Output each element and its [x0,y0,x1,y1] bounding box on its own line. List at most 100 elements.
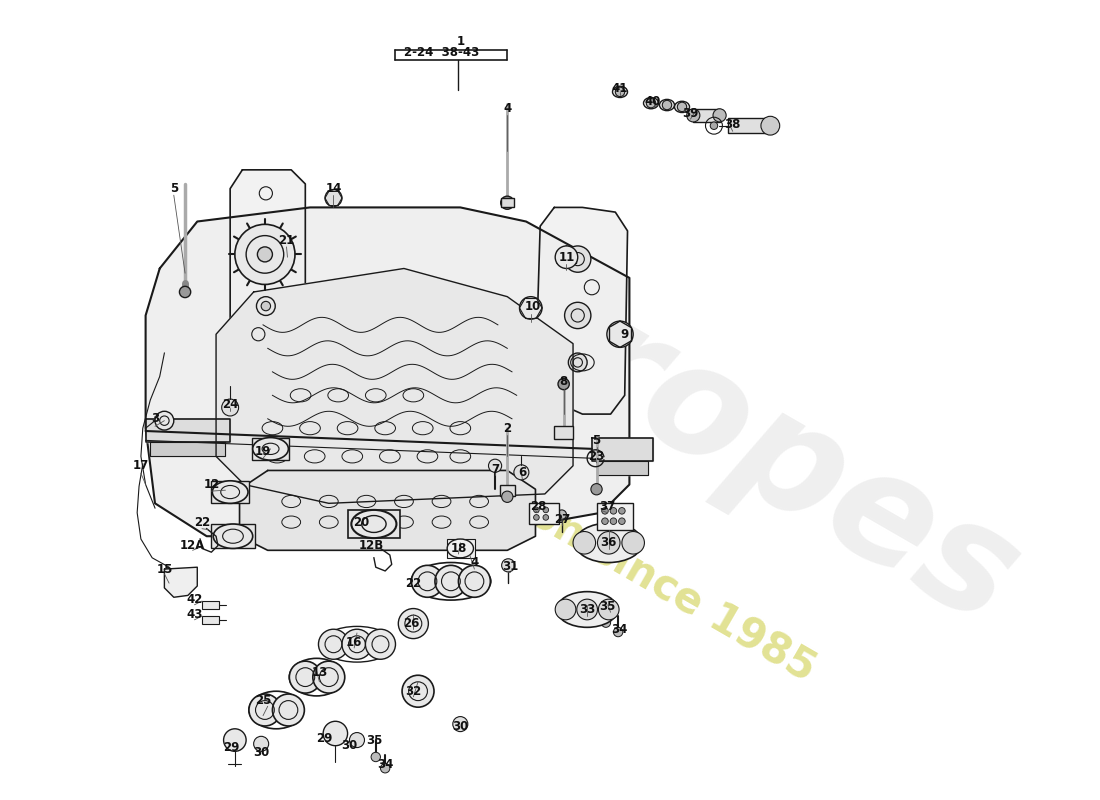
Circle shape [254,736,268,751]
Text: 31: 31 [502,560,518,573]
Circle shape [411,566,443,598]
Circle shape [618,507,625,514]
Text: 12: 12 [204,478,220,491]
Bar [597,503,634,530]
Circle shape [602,618,610,627]
Polygon shape [216,269,573,503]
Text: 42: 42 [186,593,202,606]
Text: europes: europes [365,180,1044,658]
Text: 11: 11 [559,250,574,264]
Polygon shape [240,470,536,550]
Text: 27: 27 [554,513,571,526]
Text: 24: 24 [222,398,239,411]
Text: 4: 4 [471,556,478,569]
Circle shape [222,399,239,416]
Circle shape [434,566,466,598]
Circle shape [289,661,321,693]
Text: 30: 30 [253,746,270,758]
Ellipse shape [448,539,473,558]
Bar [202,601,219,609]
Text: 2-24  38-43: 2-24 38-43 [404,46,480,59]
Circle shape [564,302,591,329]
Circle shape [576,599,597,620]
Circle shape [223,729,246,751]
Circle shape [502,558,515,572]
Polygon shape [145,207,629,536]
Text: 18: 18 [450,542,466,555]
Circle shape [534,507,539,513]
Text: 35: 35 [600,600,616,613]
Circle shape [678,102,686,112]
Circle shape [257,247,273,262]
Bar [348,510,400,538]
Bar [728,118,770,134]
Ellipse shape [213,524,253,549]
Text: 26: 26 [404,617,419,630]
Ellipse shape [674,102,690,113]
Text: 41: 41 [612,82,628,94]
Circle shape [273,694,305,726]
Text: 12B: 12B [359,539,384,552]
Polygon shape [536,207,627,414]
Text: 28: 28 [530,500,547,513]
Bar [529,503,559,524]
Text: 13: 13 [311,666,328,679]
Circle shape [610,518,617,525]
Text: 6: 6 [518,466,527,479]
Ellipse shape [212,481,248,503]
Circle shape [602,518,608,525]
Text: 17: 17 [133,459,148,472]
Circle shape [502,491,513,502]
Text: 38: 38 [725,118,741,131]
Text: 5: 5 [593,434,601,447]
Text: 23: 23 [588,450,605,463]
Circle shape [597,531,620,554]
Circle shape [534,514,539,520]
Circle shape [543,507,549,513]
Circle shape [618,518,625,525]
Text: 1: 1 [456,34,464,48]
Bar [499,485,515,496]
Text: 22: 22 [194,516,210,529]
Circle shape [713,109,726,122]
Circle shape [235,224,295,285]
Circle shape [324,190,342,206]
Circle shape [615,87,625,97]
Polygon shape [145,418,230,442]
Text: 34: 34 [610,622,627,636]
Circle shape [602,507,608,514]
Text: 10: 10 [525,299,541,313]
Circle shape [598,599,619,620]
Bar [554,426,573,439]
Circle shape [500,196,514,210]
Text: 32: 32 [405,685,421,698]
Circle shape [573,531,595,554]
Circle shape [543,514,549,520]
Text: 20: 20 [353,516,370,529]
Circle shape [261,302,271,310]
Text: 22: 22 [405,577,421,590]
Ellipse shape [644,98,659,109]
Text: 30: 30 [341,739,358,752]
Circle shape [350,733,364,747]
Circle shape [662,100,672,110]
Circle shape [323,722,348,746]
Polygon shape [596,461,648,475]
Circle shape [564,246,591,272]
Text: 5: 5 [169,182,178,195]
Circle shape [761,116,780,135]
Circle shape [607,321,634,347]
Polygon shape [230,170,306,362]
Text: 39: 39 [682,107,698,120]
Circle shape [312,661,344,693]
Circle shape [381,763,389,773]
Circle shape [647,98,656,108]
Text: 4: 4 [503,102,512,115]
Text: a passion since 1985: a passion since 1985 [379,410,823,690]
Text: 7: 7 [491,463,499,476]
Text: 2: 2 [503,422,512,434]
Circle shape [519,297,542,319]
Bar [211,481,249,503]
Text: 36: 36 [601,536,617,550]
Bar [500,198,514,207]
